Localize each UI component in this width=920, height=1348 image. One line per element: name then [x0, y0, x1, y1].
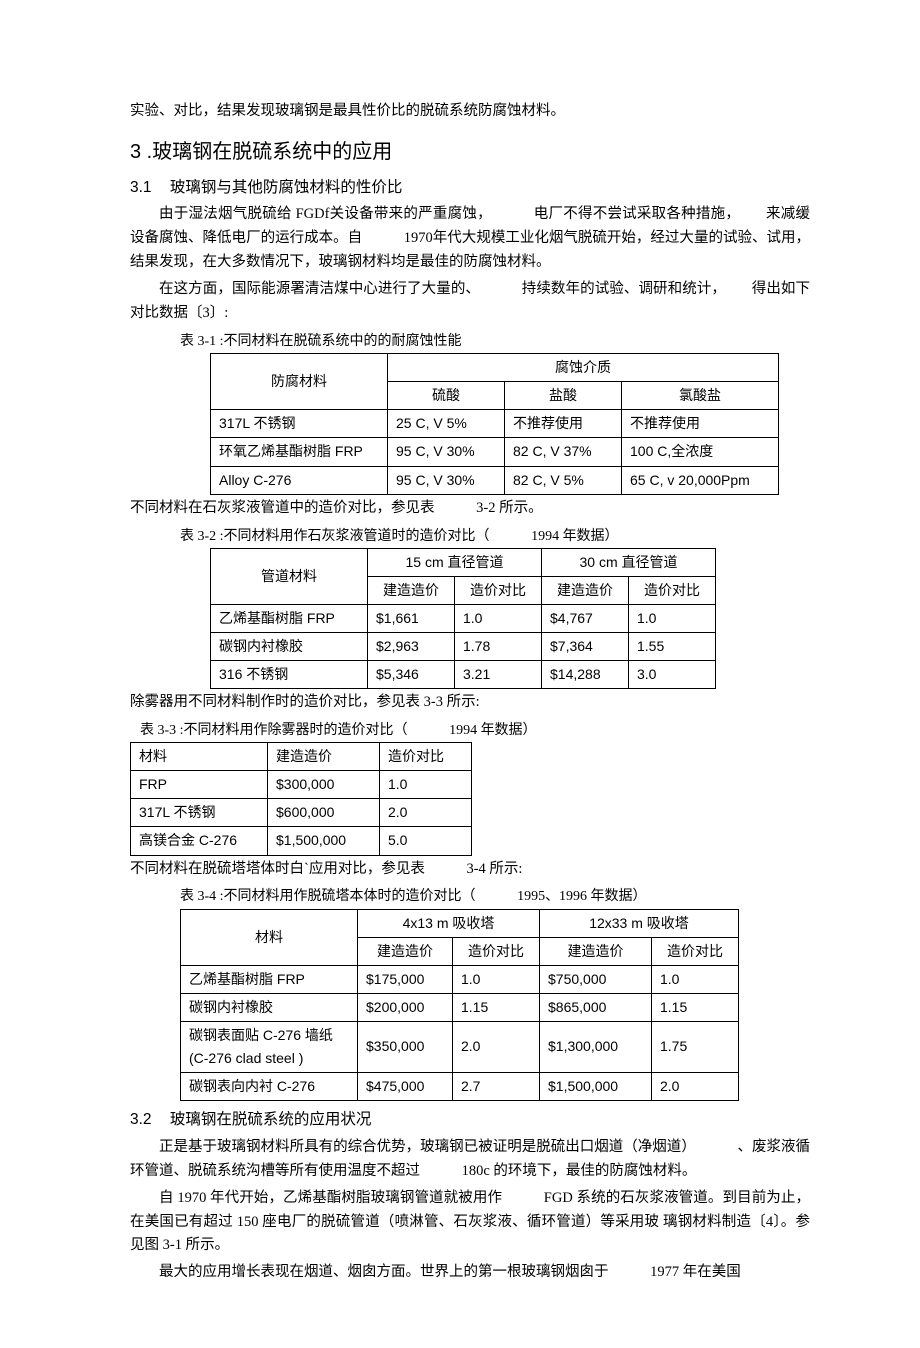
t34-h-material: 材料: [181, 909, 358, 965]
t34-g1: 4x13 m 吸收塔: [358, 909, 540, 937]
table-row: 环氧乙烯基酯树脂 FRP 95 C, V 30% 82 C, V 37% 100…: [211, 438, 779, 466]
t31-sub-0: 硫酸: [388, 382, 505, 410]
t31-sub-1: 盐酸: [505, 382, 622, 410]
table-row: 高镁合金 C-276 $1,500,000 5.0: [131, 827, 472, 855]
section-3-heading: 3 .玻璃钢在脱硫系统中的应用: [130, 136, 810, 169]
table-3-3: 材料 建造造价 造价对比 FRP $300,000 1.0 317L 不锈钢 $…: [130, 742, 472, 855]
p-3-2-c: 最大的应用增长表现在烟道、烟囱方面。世界上的第一根玻璃钢烟囱于 1977 年在美…: [130, 1261, 810, 1285]
t31-sub-2: 氯酸盐: [622, 382, 779, 410]
table-3-2: 管道材料 15 cm 直径管道 30 cm 直径管道 建造造价 造价对比 建造造…: [210, 548, 716, 689]
table-3-4-caption: 表 3-4 :不同材料用作脱硫塔本体时的造价对比（ 1995、1996 年数据）: [180, 885, 810, 908]
table-row: FRP $300,000 1.0: [131, 771, 472, 799]
table-row: 316 不锈钢 $5,346 3.21 $14,288 3.0: [211, 661, 716, 689]
table-row: 碳钢内衬橡胶 $2,963 1.78 $7,364 1.55: [211, 632, 716, 660]
p-3-4-intro: 不同材料在脱硫塔塔体时白`应用对比，参见表 3-4 所示:: [130, 858, 810, 882]
table-3-4: 材料 4x13 m 吸收塔 12x33 m 吸收塔 建造造价 造价对比 建造造价…: [180, 909, 739, 1102]
t34-g2: 12x33 m 吸收塔: [540, 909, 739, 937]
t32-h-material: 管道材料: [211, 548, 368, 604]
p-3-2-a: 正是基于玻璃钢材料所具有的综合优势，玻璃钢已被证明是脱硫出口烟道（净烟道） 、废…: [130, 1136, 810, 1184]
p-3-2-intro: 不同材料在石灰浆液管道中的造价对比，参见表 3-2 所示。: [130, 497, 810, 521]
p-3-3-intro: 除雾器用不同材料制作时的造价对比，参见表 3-3 所示:: [130, 691, 810, 715]
intro-line: 实验、对比，结果发现玻璃钢是最具性价比的脱硫系统防腐蚀材料。: [130, 100, 810, 124]
table-3-2-caption: 表 3-2 :不同材料用作石灰浆液管道时的造价对比（ 1994 年数据）: [180, 525, 810, 548]
t31-h-material: 防腐材料: [211, 354, 388, 410]
table-row: 317L 不锈钢 25 C, V 5% 不推荐使用 不推荐使用: [211, 410, 779, 438]
t31-h-medium: 腐蚀介质: [388, 354, 779, 382]
p-3-2-b: 自 1970 年代开始，乙烯基酯树脂玻璃钢管道就被用作 FGD 系统的石灰浆液管…: [130, 1187, 810, 1259]
h3-num: 3.1: [130, 179, 152, 196]
section-3-2-heading: 3.2 玻璃钢在脱硫系统的应用状况: [130, 1107, 810, 1133]
table-3-3-caption: 表 3-3 :不同材料用作除雾器时的造价对比（ 1994 年数据）: [140, 719, 810, 742]
section-3-1-heading: 3.1 玻璃钢与其他防腐蚀材料的性价比: [130, 175, 810, 201]
table-row: 碳钢表面贴 C-276 墙纸 (C-276 clad steel ) $350,…: [181, 1021, 739, 1072]
table-row: 碳钢内衬橡胶 $200,000 1.15 $865,000 1.15: [181, 993, 739, 1021]
table-row: 317L 不锈钢 $600,000 2.0: [131, 799, 472, 827]
p-3-1-a: 由于湿法烟气脱硫给 FGDf关设备带来的严重腐蚀， 电厂不得不尝试采取各种措施，…: [130, 203, 810, 275]
table-row: 乙烯基酯树脂 FRP $175,000 1.0 $750,000 1.0: [181, 965, 739, 993]
t32-g1: 15 cm 直径管道: [368, 548, 542, 576]
table-row: 碳钢表向内衬 C-276 $475,000 2.7 $1,500,000 2.0: [181, 1073, 739, 1101]
table-row: 乙烯基酯树脂 FRP $1,661 1.0 $4,767 1.0: [211, 604, 716, 632]
h3-title: 玻璃钢与其他防腐蚀材料的性价比: [170, 179, 403, 196]
table-3-1: 防腐材料 腐蚀介质 硫酸 盐酸 氯酸盐 317L 不锈钢 25 C, V 5% …: [210, 353, 779, 494]
table-row: Alloy C-276 95 C, V 30% 82 C, V 5% 65 C,…: [211, 466, 779, 494]
table-3-1-caption: 表 3-1 :不同材料在脱硫系统中的的耐腐蚀性能: [180, 330, 810, 353]
p-3-1-b: 在这方面，国际能源署清洁煤中心进行了大量的、 持续数年的试验、调研和统计， 得出…: [130, 278, 810, 326]
h3-title: 玻璃钢在脱硫系统的应用状况: [170, 1111, 372, 1128]
t32-g2: 30 cm 直径管道: [542, 548, 716, 576]
h3-num: 3.2: [130, 1111, 152, 1128]
